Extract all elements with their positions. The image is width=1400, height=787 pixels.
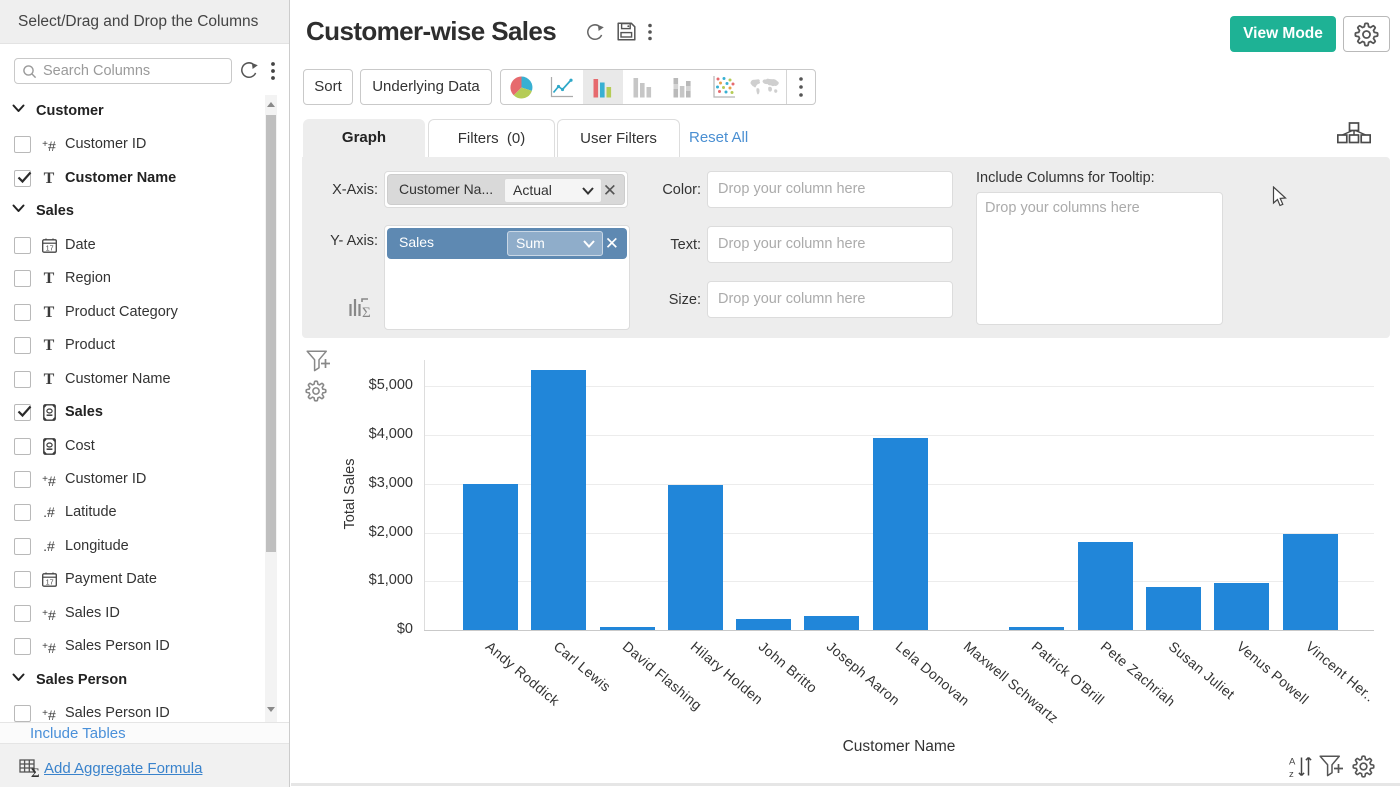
svg-text:Σ: Σ — [31, 765, 40, 778]
svg-text:A: A — [1289, 757, 1296, 768]
svg-text:Σ: Σ — [362, 305, 371, 320]
svg-text:z: z — [1289, 769, 1294, 778]
svg-text:17: 17 — [45, 578, 53, 587]
svg-text:17: 17 — [45, 243, 53, 252]
